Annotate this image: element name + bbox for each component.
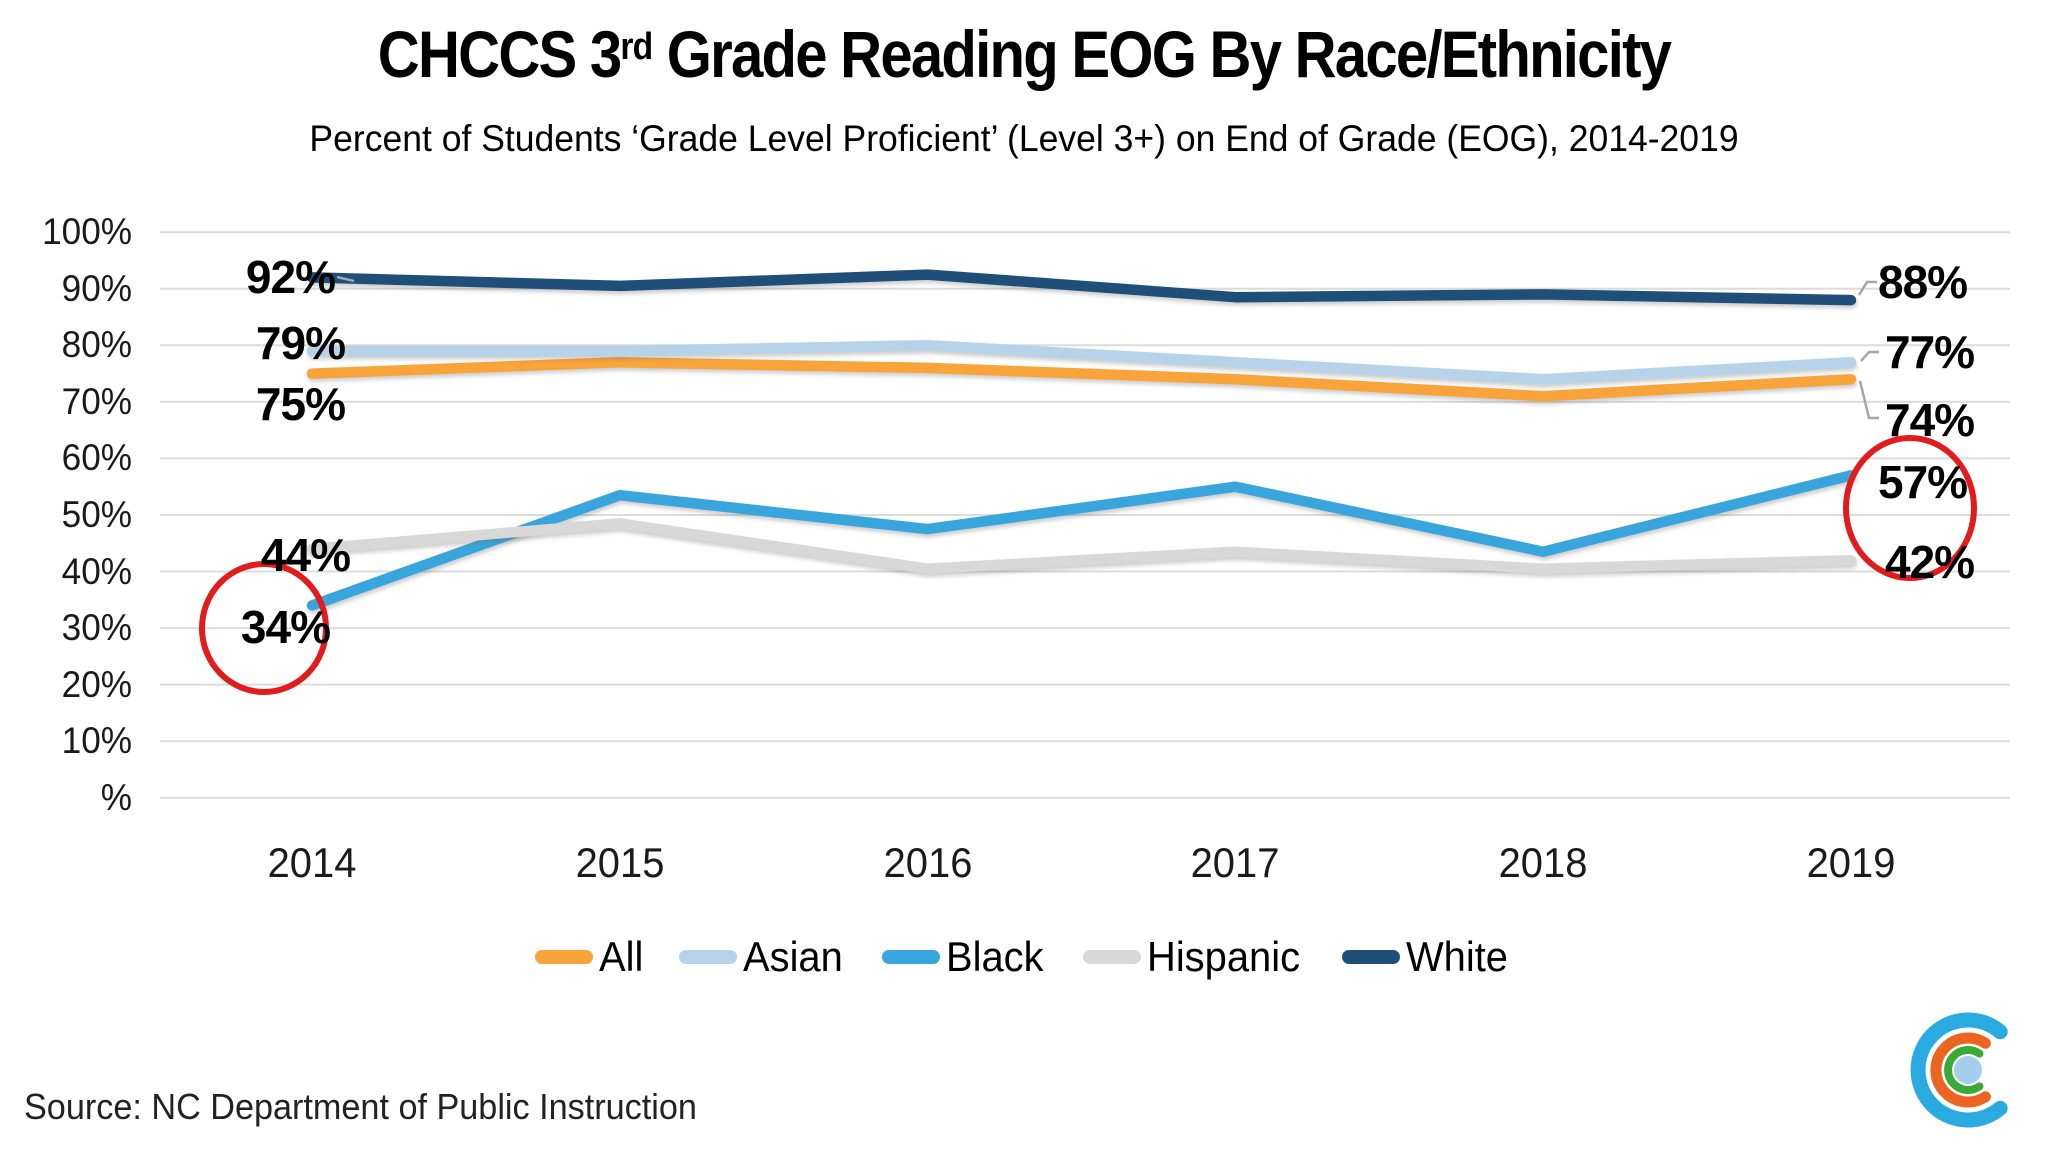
- chart-title-superscript: rd: [620, 25, 653, 68]
- source-note: Source: NC Department of Public Instruct…: [24, 1086, 697, 1127]
- legend-label-all: All: [598, 933, 643, 980]
- series-line-black: [306, 470, 1857, 611]
- legend-label-white: White: [1406, 933, 1509, 980]
- chart-title: CHCCS 3rd Grade Reading EOG By Race/Ethn…: [123, 16, 1925, 92]
- chart-title-text: CHCCS 3: [377, 17, 622, 91]
- leader-92: [336, 275, 355, 283]
- x-tick-2014: 2014: [267, 839, 357, 886]
- y-tick-80pct: 80%: [61, 324, 132, 365]
- logo-outer-arc: [1910, 1012, 2008, 1128]
- legend-label-asian: Asian: [743, 933, 844, 980]
- series-line-hispanic: [306, 518, 1857, 574]
- x-tick-2016: 2016: [883, 839, 973, 886]
- data-label-hispanic-2014: 44%: [260, 529, 351, 581]
- series-line-asian: [306, 340, 1857, 385]
- series-line-white: [306, 269, 1857, 306]
- y-tick-40pct: 40%: [61, 551, 132, 592]
- legend-item-asian: Asian: [679, 933, 848, 981]
- y-tick-30pct: 30%: [61, 607, 132, 648]
- y-tick-90pct: 90%: [61, 268, 132, 309]
- chart-subtitle: Percent of Students ‘Grade Level Profici…: [309, 118, 1739, 159]
- x-tick-2017: 2017: [1190, 839, 1280, 886]
- y-tick-20pct: 20%: [61, 664, 132, 705]
- series-lines: [306, 269, 1857, 611]
- gridlines: [160, 231, 2010, 799]
- leader-77: [1860, 350, 1879, 362]
- chart-title-text-2: Grade Reading EOG By Race/Ethnicity: [652, 17, 1672, 91]
- x-tick-2019: 2019: [1806, 839, 1896, 886]
- legend-label-black: Black: [946, 933, 1044, 980]
- y-tick-60pct: 60%: [61, 437, 132, 478]
- logo-inner-arc: [1944, 1046, 1984, 1094]
- data-label-hispanic-2019: 42%: [1885, 536, 1975, 588]
- label-leader-lines: [336, 275, 1879, 420]
- data-label-black-2014: 34%: [240, 601, 331, 653]
- y-tick-50pct: 50%: [61, 494, 132, 535]
- legend-swatch-asian: [679, 950, 738, 964]
- data-label-asian-2014: 79%: [255, 317, 346, 369]
- x-tick-2018: 2018: [1498, 839, 1588, 886]
- y-tick-pct: %: [100, 777, 132, 818]
- logo-center-dot: [1954, 1056, 1982, 1084]
- data-label-all-2019: 74%: [1885, 394, 1975, 446]
- legend-item-all: All: [534, 933, 646, 981]
- legend-label-hispanic: Hispanic: [1147, 933, 1301, 980]
- red-circle-annotation-34: [199, 561, 329, 695]
- y-tick-100pct: 100%: [42, 211, 133, 252]
- series-line-all: [306, 357, 1857, 402]
- data-label-asian-2019: 77%: [1885, 326, 1975, 378]
- leader-74: [1858, 380, 1879, 420]
- data-label-all-2014: 75%: [255, 378, 346, 430]
- x-tick-2015: 2015: [575, 839, 665, 886]
- legend-swatch-all: [534, 950, 593, 964]
- legend-item-hispanic: Hispanic: [1083, 933, 1308, 981]
- legend-swatch-white: [1342, 950, 1401, 964]
- chart-legend: All Asian Black Hispanic White: [0, 928, 2048, 986]
- annotation-circles: [199, 435, 1977, 695]
- red-circle-annotation-57: [1843, 435, 1977, 581]
- concentric-c-logo: [1910, 1012, 2008, 1128]
- data-label-white-2014: 92%: [245, 251, 336, 303]
- logo-middle-arc: [1930, 1032, 1991, 1108]
- y-tick-70pct: 70%: [61, 381, 132, 422]
- legend-item-black: Black: [882, 933, 1049, 981]
- legend-swatch-hispanic: [1083, 950, 1141, 964]
- data-label-black-2019: 57%: [1878, 456, 1968, 508]
- y-tick-10pct: 10%: [61, 720, 132, 761]
- leader-88: [1857, 280, 1877, 296]
- legend-swatch-black: [882, 950, 941, 964]
- data-label-white-2019: 88%: [1878, 256, 1968, 308]
- legend-item-white: White: [1342, 933, 1513, 981]
